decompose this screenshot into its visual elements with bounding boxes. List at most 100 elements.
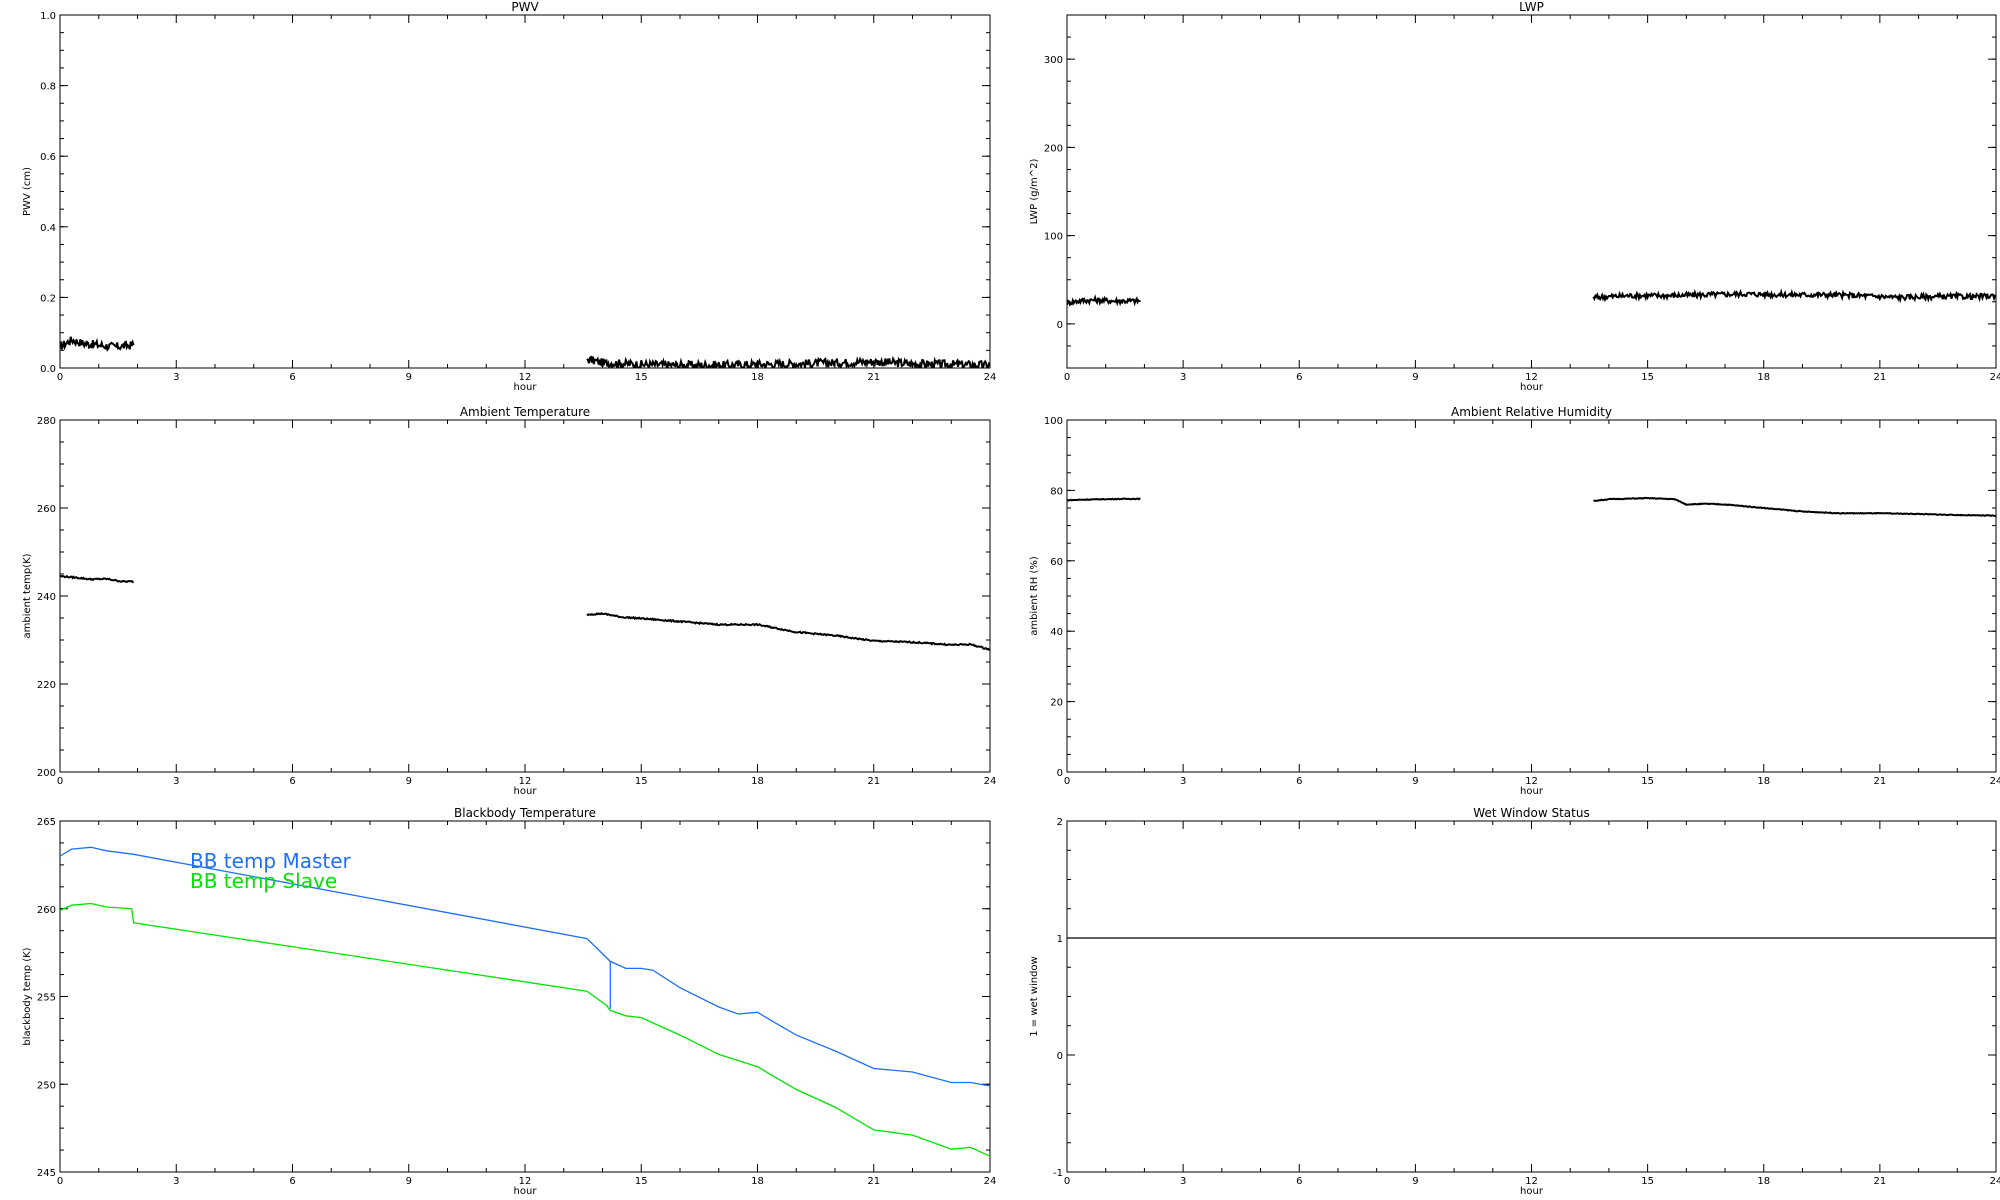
y-tick-label: 0 — [1057, 320, 1063, 331]
x-axis-label: hour — [1520, 382, 1544, 393]
y-axis-label: 1 = wet window — [1029, 956, 1040, 1036]
y-tick-label: 20 — [1050, 698, 1063, 709]
series-line-2 — [60, 902, 990, 1157]
y-tick-label: 60 — [1050, 557, 1063, 568]
y-tick-label: 100 — [1044, 232, 1063, 243]
x-tick-label: 0 — [1064, 1176, 1070, 1187]
y-tick-label: 300 — [1044, 55, 1063, 66]
y-axis-label: ambient temp(K) — [22, 553, 33, 638]
x-tick-label: 6 — [1296, 776, 1302, 787]
x-tick-label: 18 — [751, 1176, 764, 1187]
x-tick-label: 24 — [1990, 776, 2000, 787]
chart-title: PWV — [511, 0, 539, 14]
x-axis-label: hour — [514, 1186, 538, 1197]
x-tick-label: 21 — [1874, 1176, 1887, 1187]
y-tick-label: 200 — [1044, 143, 1063, 154]
y-tick-label: 0.2 — [40, 293, 56, 304]
plot-frame — [59, 14, 991, 369]
plot-frame — [1066, 14, 1997, 369]
y-tick-label: 260 — [37, 504, 56, 515]
y-tick-label: 0 — [1057, 1051, 1063, 1062]
y-tick-label: 80 — [1050, 486, 1063, 497]
y-tick-label: 265 — [37, 817, 56, 828]
y-tick-label: 220 — [37, 680, 56, 691]
x-tick-label: 3 — [173, 1176, 179, 1187]
series-line-1 — [60, 336, 135, 352]
x-tick-label: 9 — [1412, 776, 1418, 787]
x-tick-label: 3 — [1180, 776, 1186, 787]
x-tick-label: 12 — [1525, 1176, 1538, 1187]
x-tick-label: 0 — [57, 776, 63, 787]
y-tick-label: 0.8 — [40, 82, 56, 93]
x-tick-label: 6 — [289, 1176, 295, 1187]
series-line-2 — [1593, 496, 1996, 518]
x-tick-label: 24 — [984, 372, 997, 383]
x-tick-label: 0 — [1064, 776, 1070, 787]
x-tick-label: 21 — [867, 372, 880, 383]
x-tick-label: 0 — [57, 1176, 63, 1187]
x-axis-label: hour — [1520, 786, 1544, 797]
x-axis-label: hour — [1520, 1186, 1544, 1197]
series-line-2 — [586, 355, 990, 368]
x-tick-label: 12 — [519, 776, 532, 787]
x-axis-label: hour — [514, 382, 538, 393]
y-tick-label: 40 — [1050, 627, 1063, 638]
x-tick-label: 12 — [1525, 776, 1538, 787]
x-tick-label: 9 — [406, 776, 412, 787]
y-axis-label: ambient RH (%) — [1029, 556, 1040, 636]
x-tick-label: 24 — [1990, 372, 2000, 383]
x-tick-label: 18 — [1757, 776, 1770, 787]
series-line-2 — [1592, 288, 1996, 304]
y-tick-label: 0 — [1057, 768, 1063, 779]
x-tick-label: 21 — [1874, 776, 1887, 787]
x-tick-label: 15 — [1641, 776, 1654, 787]
x-tick-label: 15 — [635, 776, 648, 787]
y-axis-label: blackbody temp (K) — [22, 947, 33, 1045]
x-tick-label: 3 — [1180, 372, 1186, 383]
chart-title: LWP — [1519, 0, 1544, 14]
y-tick-label: 200 — [37, 768, 56, 779]
y-tick-label: 0.6 — [40, 152, 56, 163]
x-tick-label: 21 — [867, 1176, 880, 1187]
x-tick-label: 18 — [1757, 1176, 1770, 1187]
x-tick-label: 0 — [1064, 372, 1070, 383]
x-tick-label: 9 — [406, 372, 412, 383]
series-line-1 — [1067, 294, 1141, 307]
x-tick-label: 6 — [1296, 372, 1302, 383]
series-line-1 — [1067, 497, 1141, 502]
legend-entry: BB temp Slave — [190, 869, 337, 893]
x-tick-label: 3 — [1180, 1176, 1186, 1187]
x-tick-label: 21 — [1874, 372, 1887, 383]
y-tick-label: 0.0 — [40, 364, 56, 375]
y-tick-label: 255 — [37, 993, 56, 1004]
chart-title: Ambient Relative Humidity — [1451, 405, 1612, 419]
panel-2: LWP 0 3 6 9 12 15 18 21 24 hour 0 100 200 300 LWP (g/m^… — [1029, 0, 2000, 393]
y-tick-label: 0.4 — [40, 223, 56, 234]
x-tick-label: 15 — [635, 1176, 648, 1187]
plot-frame — [1066, 419, 1997, 773]
x-tick-label: 24 — [1990, 1176, 2000, 1187]
series-line-2 — [586, 611, 990, 651]
y-tick-label: 280 — [37, 416, 56, 427]
x-tick-label: 24 — [984, 1176, 997, 1187]
x-tick-label: 12 — [519, 372, 532, 383]
x-axis-label: hour — [514, 786, 538, 797]
y-tick-label: 100 — [1044, 416, 1063, 427]
x-tick-label: 6 — [289, 776, 295, 787]
x-tick-label: 9 — [406, 1176, 412, 1187]
y-tick-label: 250 — [37, 1080, 56, 1091]
y-tick-label: 1.0 — [40, 11, 56, 22]
y-tick-label: 245 — [37, 1168, 56, 1179]
y-tick-label: -1 — [1053, 1168, 1063, 1179]
panel-4: Ambient Relative Humidity 0 3 6 9 12 15 18 21 24 h… — [1029, 405, 2000, 797]
x-tick-label: 3 — [173, 776, 179, 787]
chart-title: Ambient Temperature — [460, 405, 590, 419]
series-line-1 — [60, 846, 990, 1087]
chart-title: Blackbody Temperature — [454, 806, 596, 820]
x-tick-label: 12 — [1525, 372, 1538, 383]
x-tick-label: 18 — [751, 372, 764, 383]
plot-frame — [1066, 820, 1997, 1173]
panel-3: Ambient Temperature 0 3 6 9 12 15 18 21 24 hour 200… — [22, 405, 996, 797]
